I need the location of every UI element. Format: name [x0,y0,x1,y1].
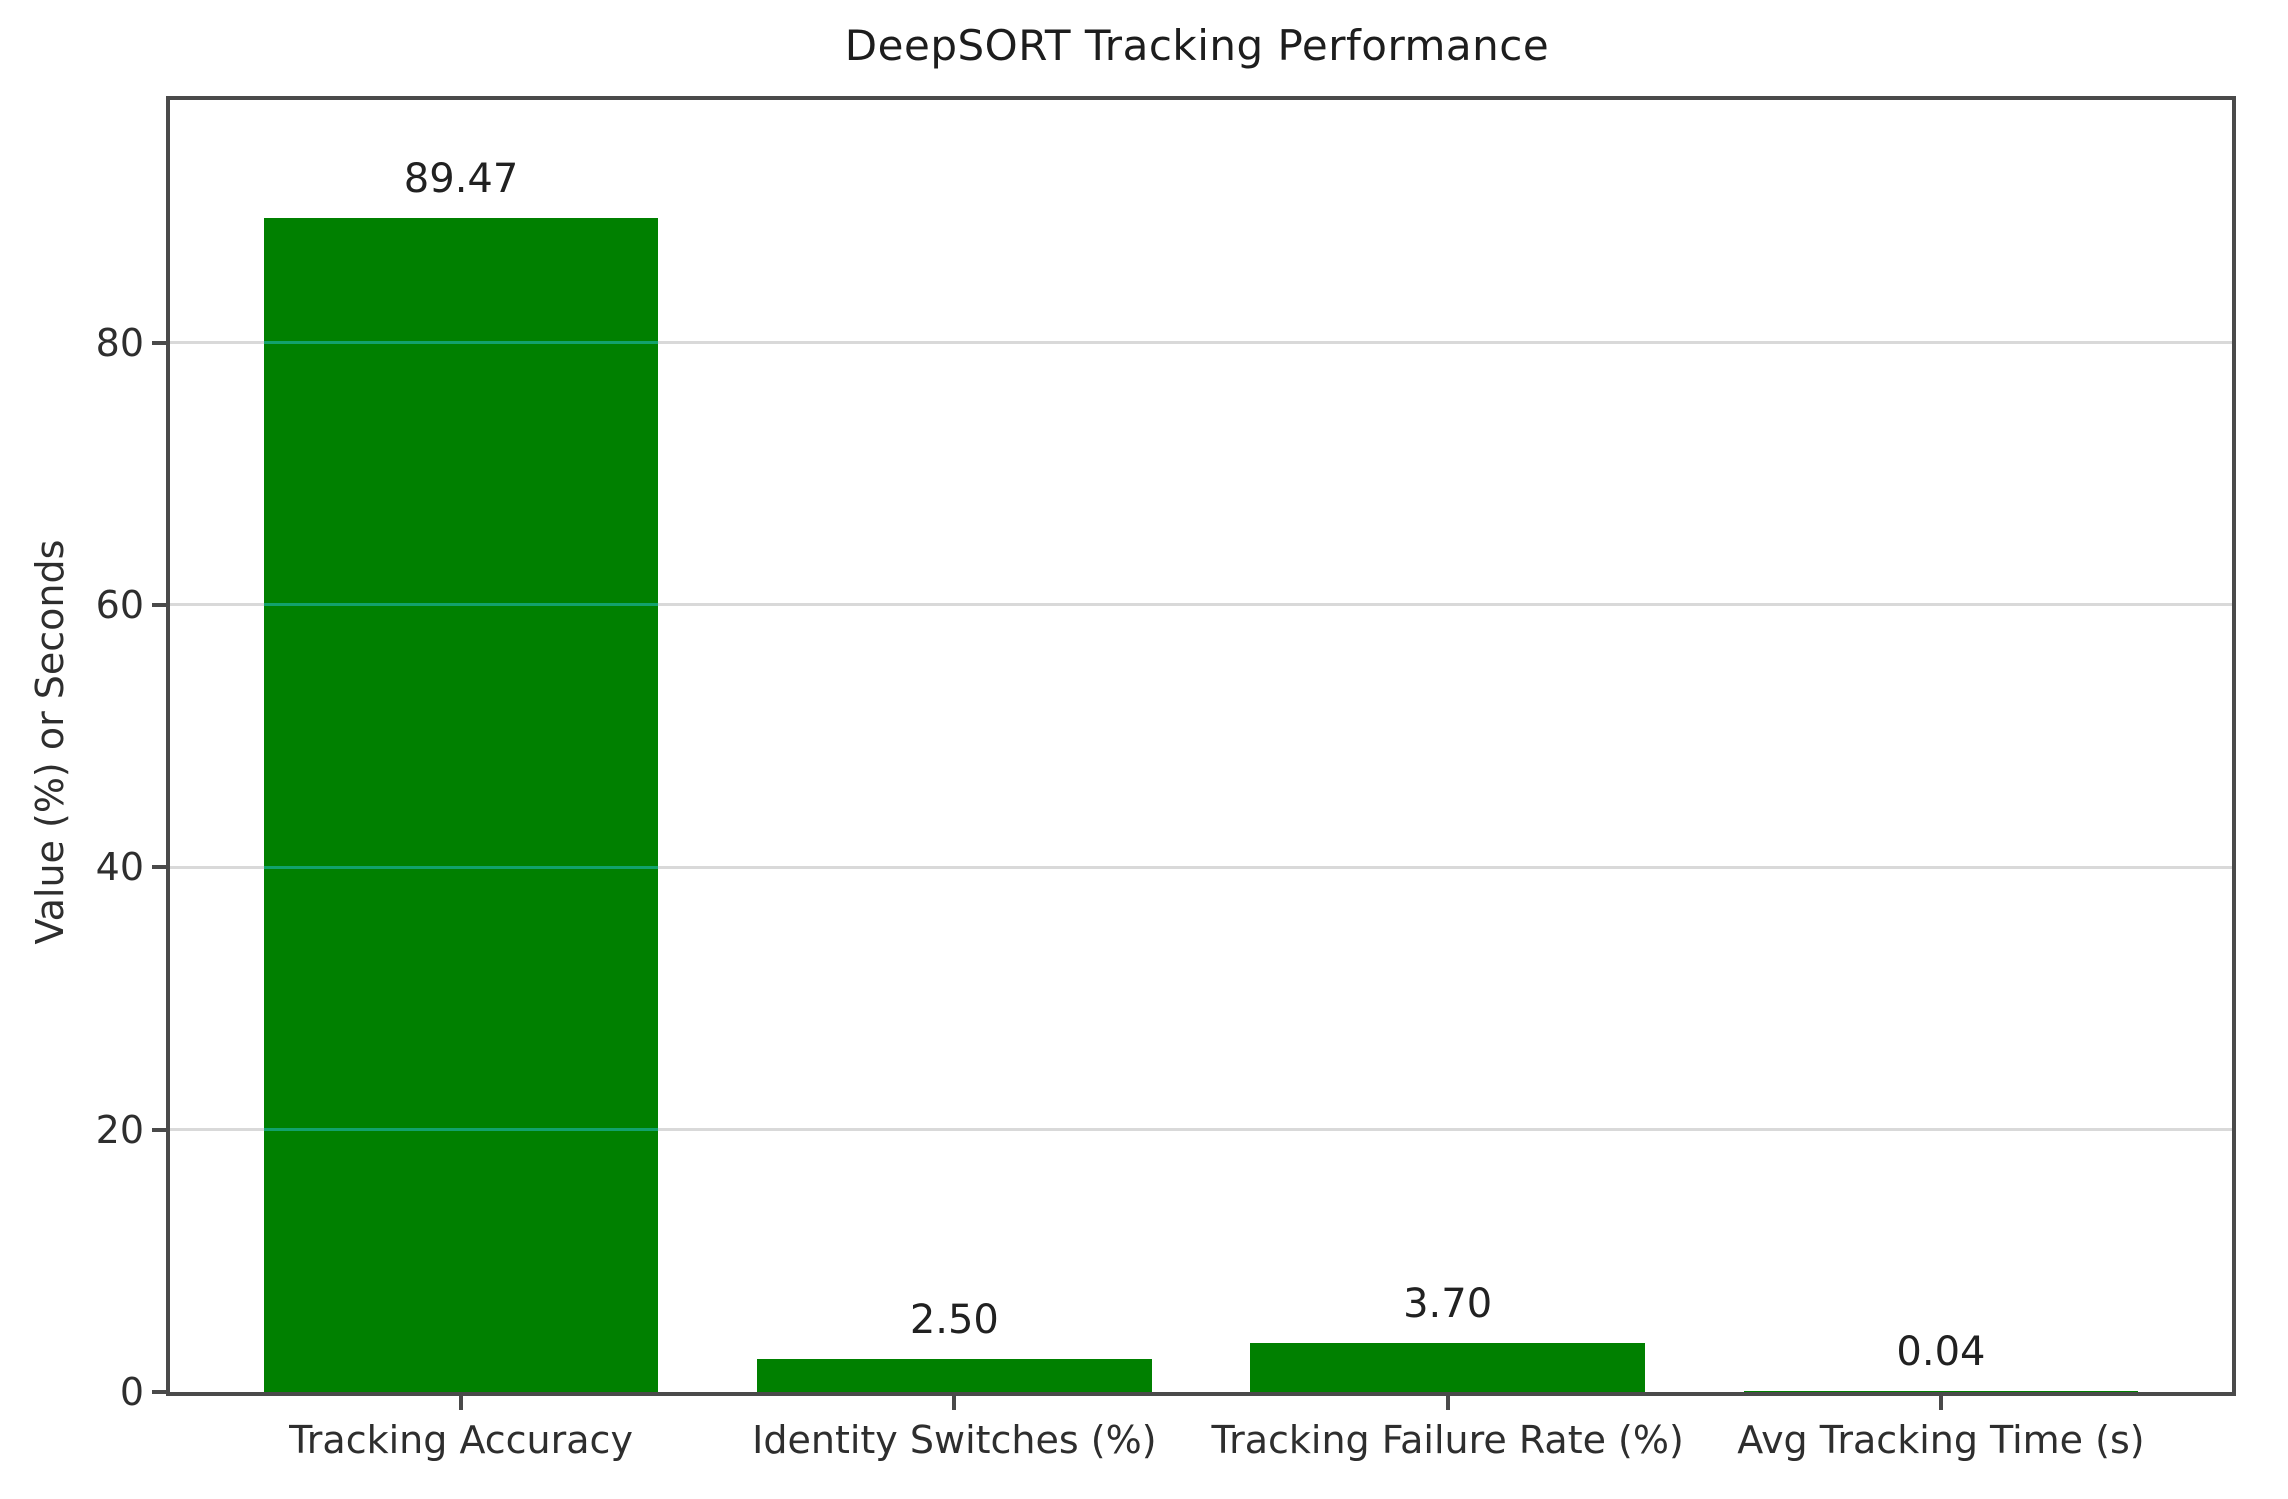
x-tick-identity-switches [952,1396,957,1410]
gridline-80 [170,341,2232,345]
y-tick-label-20: 20 [95,1107,144,1152]
gridline-over-bar-tracking-accuracy-80 [263,341,659,345]
gridline-over-bar-tracking-accuracy-60 [263,603,659,607]
y-tick-20 [152,1127,166,1132]
x-tick-label-tracking-accuracy: Tracking Accuracy [289,1418,633,1462]
y-tick-label-40: 40 [95,845,144,890]
plot-area: 0 20 40 60 80 89.47 Tracking Accuracy 2.50 Ident… [96,96,2236,1462]
gridline-over-bar-tracking-accuracy-20 [263,1128,659,1132]
y-tick-80 [152,340,166,345]
y-tick-0 [152,1390,166,1394]
bar-value-label-tracking-accuracy: 89.47 [403,156,519,203]
x-tick-label-tracking-failure-rate: Tracking Failure Rate (%) [1211,1418,1684,1462]
x-tick-label-avg-tracking-time-s: Avg Tracking Time (s) [1737,1418,2145,1462]
x-tick-tracking-failure-rate [1445,1396,1450,1410]
bar-value-label-identity-switches: 2.50 [909,1297,999,1344]
y-tick-60 [152,602,166,607]
x-tick-avg-tracking-time-s [1938,1396,1943,1410]
bar-value-label-tracking-failure-rate: 3.70 [1403,1281,1493,1328]
gridline-40 [170,865,2232,869]
y-axis-label: Value (%) or Seconds [28,539,72,945]
y-tick-label-60: 60 [95,582,144,627]
y-tick-label-0: 0 [119,1370,144,1414]
y-tick-40 [152,865,166,870]
gridline-over-bar-tracking-accuracy-40 [263,865,659,869]
bar-value-label-avg-tracking-time-s: 0.04 [1896,1329,1986,1376]
gridline-60 [170,603,2232,607]
y-tick-label-80: 80 [95,320,144,365]
bar-avg-tracking-time-s [1743,1391,2139,1392]
x-tick-label-identity-switches: Identity Switches (%) [752,1418,1157,1462]
gridline-20 [170,1128,2232,1132]
bar-identity-switches [757,1359,1152,1392]
bar-tracking-failure-rate [1250,1343,1645,1392]
bar-tracking-accuracy [263,218,659,1392]
chart-title: DeepSORT Tracking Performance [844,21,1550,70]
x-tick-tracking-accuracy [459,1396,464,1410]
